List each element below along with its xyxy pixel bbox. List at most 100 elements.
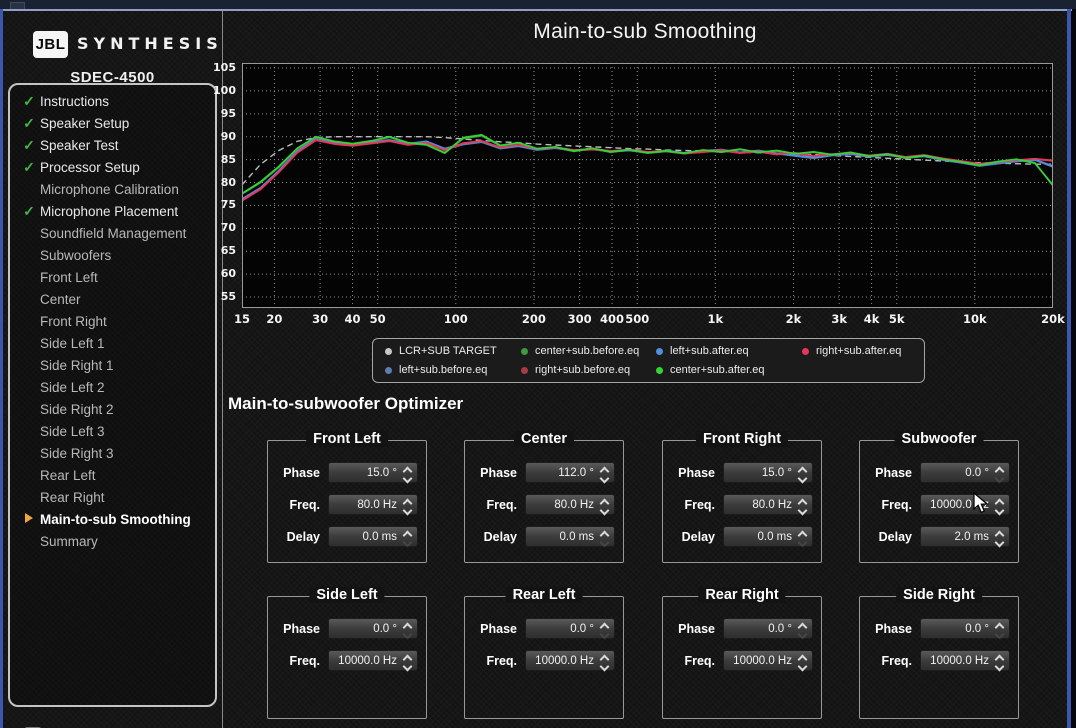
- front-left-delay-input[interactable]: 0.0 ms: [328, 526, 418, 547]
- spinner-down-icon[interactable]: [797, 473, 807, 483]
- spinner-down-icon[interactable]: [994, 505, 1004, 515]
- spinner-down-icon[interactable]: [599, 661, 609, 671]
- front-left-freq-input[interactable]: 80.0 Hz: [328, 494, 418, 515]
- sidebar-item-microphone-calibration[interactable]: Microphone Calibration: [10, 178, 215, 200]
- spinner-down-icon[interactable]: [797, 537, 807, 547]
- spinner-control[interactable]: [993, 463, 1005, 484]
- brand-synthesis-text: SYNTHESIS: [77, 34, 222, 53]
- center-phase-input[interactable]: 112.0 °: [525, 462, 615, 483]
- sidebar-item-speaker-setup[interactable]: ✓Speaker Setup: [10, 112, 215, 134]
- spinner-down-icon[interactable]: [797, 505, 807, 515]
- field-value: 15.0 °: [367, 463, 397, 484]
- spinner-down-icon[interactable]: [402, 537, 412, 547]
- sidebar-item-subwoofers[interactable]: Subwoofers: [10, 244, 215, 266]
- spinner-control[interactable]: [993, 619, 1005, 640]
- spinner-control[interactable]: [401, 527, 413, 548]
- spinner-down-icon[interactable]: [599, 537, 609, 547]
- legend-item-left-sub-before-eq: left+sub.before.eq: [385, 364, 521, 376]
- legend-label: center+sub.after.eq: [670, 364, 764, 376]
- x-tick-label: 200: [522, 312, 546, 326]
- sidebar-item-main-to-sub-smoothing[interactable]: Main-to-sub Smoothing: [10, 508, 215, 530]
- spinner-control[interactable]: [598, 463, 610, 484]
- spinner-control[interactable]: [401, 651, 413, 672]
- spinner-down-icon[interactable]: [599, 473, 609, 483]
- spinner-down-icon[interactable]: [599, 629, 609, 639]
- center-freq-input[interactable]: 80.0 Hz: [525, 494, 615, 515]
- spinner-control[interactable]: [598, 495, 610, 516]
- panel-title: Center: [514, 431, 574, 447]
- sidebar-item-rear-right[interactable]: Rear Right: [10, 486, 215, 508]
- spinner-down-icon[interactable]: [599, 505, 609, 515]
- x-tick-label: 2k: [786, 312, 802, 326]
- legend-item-right-sub-after-eq: right+sub.after.eq: [802, 345, 912, 357]
- spinner-control[interactable]: [796, 463, 808, 484]
- field-label: Phase: [663, 466, 715, 480]
- x-tick-label: 500: [625, 312, 649, 326]
- field-label: Freq.: [860, 498, 912, 512]
- sidebar-item-front-right[interactable]: Front Right: [10, 310, 215, 332]
- spinner-control[interactable]: [796, 527, 808, 548]
- sidebar-item-side-right-3[interactable]: Side Right 3: [10, 442, 215, 464]
- spinner-control[interactable]: [993, 527, 1005, 548]
- spinner-control[interactable]: [993, 495, 1005, 516]
- rear-left-freq-input[interactable]: 10000.0 Hz: [525, 650, 615, 671]
- side-left-phase-input[interactable]: 0.0 °: [328, 618, 418, 639]
- field-row-freq: Freq. 10000.0 Hz: [860, 650, 1020, 671]
- sidebar-item-side-left-2[interactable]: Side Left 2: [10, 376, 215, 398]
- sidebar-item-speaker-test[interactable]: ✓Speaker Test: [10, 134, 215, 156]
- front-right-phase-input[interactable]: 15.0 °: [723, 462, 813, 483]
- panel-front-left: Front LeftPhase15.0 °Freq.80.0 HzDelay0.…: [267, 440, 427, 563]
- spinner-control[interactable]: [796, 495, 808, 516]
- rear-left-phase-input[interactable]: 0.0 °: [525, 618, 615, 639]
- sidebar-item-side-left-3[interactable]: Side Left 3: [10, 420, 215, 442]
- rear-right-freq-input[interactable]: 10000.0 Hz: [723, 650, 813, 671]
- y-tick-label: 75: [221, 198, 236, 211]
- sidebar-item-side-left-1[interactable]: Side Left 1: [10, 332, 215, 354]
- spinner-control[interactable]: [796, 619, 808, 640]
- window-titlebar[interactable]: [0, 0, 1076, 9]
- front-right-freq-input[interactable]: 80.0 Hz: [723, 494, 813, 515]
- front-left-phase-input[interactable]: 15.0 °: [328, 462, 418, 483]
- spinner-control[interactable]: [401, 495, 413, 516]
- spinner-control[interactable]: [401, 619, 413, 640]
- field-row-freq: Freq.80.0 Hz: [465, 494, 625, 515]
- spinner-control[interactable]: [993, 651, 1005, 672]
- sidebar-item-side-right-1[interactable]: Side Right 1: [10, 354, 215, 376]
- spinner-control[interactable]: [401, 463, 413, 484]
- spinner-down-icon[interactable]: [797, 661, 807, 671]
- field-label: Phase: [465, 466, 517, 480]
- spinner-control[interactable]: [598, 619, 610, 640]
- subwoofer-delay-input[interactable]: 2.0 ms: [920, 526, 1010, 547]
- spinner-down-icon[interactable]: [994, 661, 1004, 671]
- sidebar-item-side-right-2[interactable]: Side Right 2: [10, 398, 215, 420]
- spinner-control[interactable]: [598, 651, 610, 672]
- side-right-freq-input[interactable]: 10000.0 Hz: [920, 650, 1010, 671]
- sidebar-item-instructions[interactable]: ✓Instructions: [10, 90, 215, 112]
- sidebar-item-front-left[interactable]: Front Left: [10, 266, 215, 288]
- spinner-down-icon[interactable]: [994, 473, 1004, 483]
- subwoofer-freq-input[interactable]: 10000.0 Hz: [920, 494, 1010, 515]
- rear-right-phase-input[interactable]: 0.0 °: [723, 618, 813, 639]
- sidebar-item-microphone-placement[interactable]: ✓Microphone Placement: [10, 200, 215, 222]
- x-tick-label: 15: [234, 312, 250, 326]
- spinner-down-icon[interactable]: [994, 629, 1004, 639]
- field-label: Freq.: [860, 654, 912, 668]
- subwoofer-phase-input[interactable]: 0.0 °: [920, 462, 1010, 483]
- spinner-down-icon[interactable]: [402, 661, 412, 671]
- sidebar-item-rear-left[interactable]: Rear Left: [10, 464, 215, 486]
- front-right-delay-input[interactable]: 0.0 ms: [723, 526, 813, 547]
- spinner-down-icon[interactable]: [402, 629, 412, 639]
- spinner-down-icon[interactable]: [402, 505, 412, 515]
- center-delay-input[interactable]: 0.0 ms: [525, 526, 615, 547]
- sidebar-item-soundfield-management[interactable]: Soundfield Management: [10, 222, 215, 244]
- sidebar-item-center[interactable]: Center: [10, 288, 215, 310]
- spinner-down-icon[interactable]: [797, 629, 807, 639]
- spinner-control[interactable]: [598, 527, 610, 548]
- sidebar-item-processor-setup[interactable]: ✓Processor Setup: [10, 156, 215, 178]
- side-right-phase-input[interactable]: 0.0 °: [920, 618, 1010, 639]
- spinner-control[interactable]: [796, 651, 808, 672]
- spinner-down-icon[interactable]: [994, 537, 1004, 547]
- side-left-freq-input[interactable]: 10000.0 Hz: [328, 650, 418, 671]
- sidebar-item-summary[interactable]: Summary: [10, 530, 215, 552]
- spinner-down-icon[interactable]: [402, 473, 412, 483]
